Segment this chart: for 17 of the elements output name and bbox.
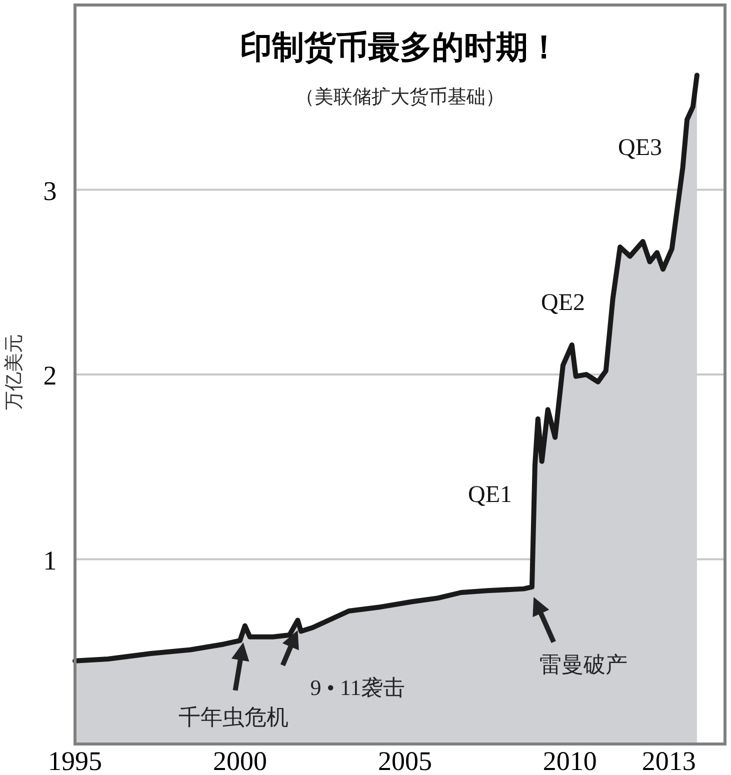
x-tick-label: 1995 — [48, 746, 102, 775]
annotation: 雷曼破产 — [540, 652, 628, 677]
y-tick-label: 2 — [43, 360, 57, 390]
y-axis-title: 万亿美元 — [3, 334, 25, 410]
y-tick-label: 3 — [43, 176, 57, 206]
annotation: QE1 — [468, 482, 512, 508]
annotation: QE2 — [541, 290, 585, 316]
text: （美联储扩大货币基础） — [296, 86, 504, 108]
annotation: QE3 — [618, 135, 662, 161]
x-tick-label: 2005 — [378, 746, 432, 775]
x-tick-label: 2000 — [212, 746, 267, 775]
annotation: 千年虫危机 — [178, 704, 288, 730]
y-tick-label: 1 — [43, 545, 57, 576]
annotation: 9 • 11袭击 — [310, 675, 406, 700]
text: 印制货币最多的时期！ — [240, 28, 560, 66]
x-tick-label: 2013 — [642, 746, 696, 775]
x-tick-label: 2010 — [542, 746, 597, 775]
